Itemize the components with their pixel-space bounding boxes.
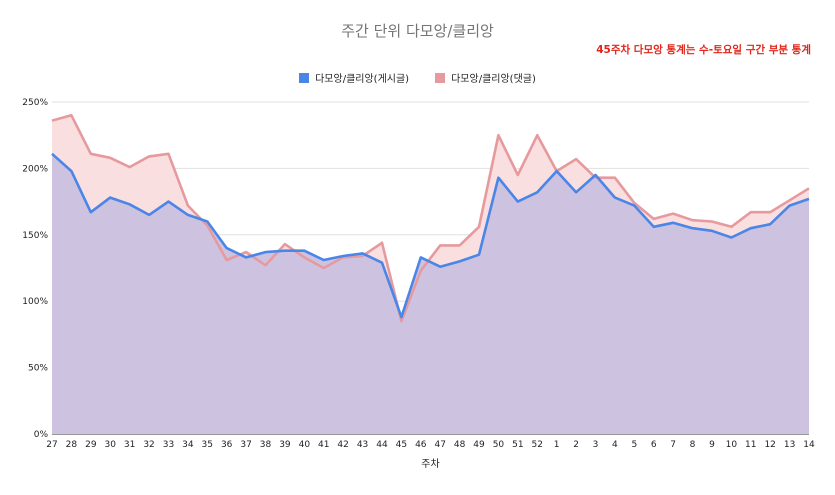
x-tick-label: 8 [690, 440, 696, 450]
x-tick-label: 30 [105, 440, 117, 450]
x-tick-label: 43 [357, 440, 368, 450]
legend-swatch-comments [435, 72, 446, 83]
chart-annotation: 45주차 다모앙 통계는 수-토요일 구간 부분 통계 [596, 44, 811, 56]
x-tick-label: 12 [764, 440, 775, 450]
x-axis-title: 주차 [421, 458, 439, 470]
series-areas [52, 115, 809, 435]
x-tick-label: 42 [337, 440, 348, 450]
x-tick-label: 5 [631, 440, 637, 450]
x-tick-label: 31 [124, 440, 135, 450]
y-tick-label: 250% [22, 98, 48, 108]
legend-swatch-posts [299, 72, 310, 83]
x-tick-label: 3 [593, 440, 599, 450]
x-tick-label: 44 [376, 440, 388, 450]
series-line-0 [51, 152, 810, 319]
legend: 다모앙/클리앙(게시글) 다모앙/클리앙(댓글) [0, 70, 835, 85]
x-tick-label: 41 [318, 440, 329, 450]
y-tick-label: 150% [22, 231, 48, 241]
x-tick-label: 39 [279, 440, 291, 450]
x-tick-label: 47 [434, 440, 445, 450]
y-axis-ticks: 0% 50% 100% 150% 200% 250% [22, 98, 48, 440]
x-axis-ticks: 27 28 29 30 31 32 33 34 35 36 37 38 39 40 41 42 43 44 45 46… [46, 440, 815, 450]
chart-title: 주간 단위 다모앙/클리앙 [341, 22, 494, 40]
x-tick-label: 4 [612, 440, 618, 450]
x-tick-label: 9 [709, 440, 715, 450]
legend-label-posts: 다모앙/클리앙(게시글) [315, 74, 410, 85]
x-tick-label: 38 [260, 440, 272, 450]
series-line-1 [51, 114, 810, 323]
legend-label-comments: 다모앙/클리앙(댓글) [451, 74, 536, 85]
y-tick-label: 200% [22, 164, 48, 174]
x-tick-label: 37 [240, 440, 251, 450]
x-tick-label: 46 [415, 440, 427, 450]
x-tick-label: 49 [473, 440, 485, 450]
x-tick-label: 14 [803, 440, 815, 450]
x-tick-label: 7 [670, 440, 676, 450]
x-tick-label: 51 [512, 440, 523, 450]
legend-item-posts[interactable]: 다모앙/클리앙(게시글) [299, 70, 409, 85]
x-tick-label: 34 [182, 440, 194, 450]
y-tick-label: 0% [34, 430, 49, 440]
x-tick-label: 1 [554, 440, 560, 450]
x-tick-label: 13 [784, 440, 795, 450]
x-tick-label: 33 [163, 440, 174, 450]
x-tick-label: 29 [85, 440, 97, 450]
x-tick-label: 28 [66, 440, 78, 450]
legend-item-comments[interactable]: 다모앙/클리앙(댓글) [435, 70, 536, 85]
x-tick-label: 2 [573, 440, 579, 450]
series-lines [51, 114, 810, 323]
x-tick-label: 50 [493, 440, 505, 450]
x-tick-label: 10 [726, 440, 738, 450]
x-tick-label: 32 [143, 440, 154, 450]
x-tick-label: 52 [532, 440, 543, 450]
x-tick-label: 40 [299, 440, 311, 450]
y-tick-label: 100% [22, 297, 48, 307]
x-tick-label: 48 [454, 440, 466, 450]
x-tick-label: 35 [202, 440, 213, 450]
x-tick-label: 27 [46, 440, 57, 450]
x-tick-label: 11 [745, 440, 756, 450]
series-area-0 [52, 153, 809, 435]
y-tick-label: 50% [28, 364, 48, 374]
x-tick-label: 6 [651, 440, 657, 450]
x-tick-label: 45 [396, 440, 407, 450]
x-tick-label: 36 [221, 440, 233, 450]
